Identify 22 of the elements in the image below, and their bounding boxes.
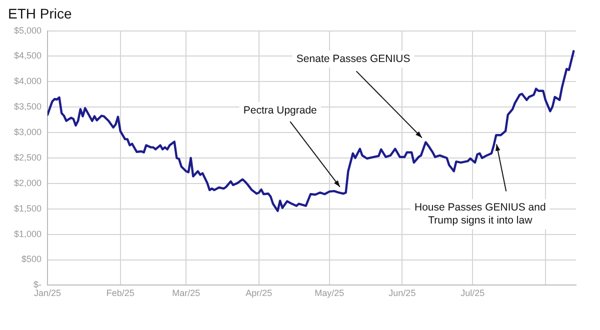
- x-tick-label: Feb/25: [106, 288, 134, 298]
- y-tick-label: $-: [34, 280, 42, 290]
- y-tick-label: $2,000: [14, 178, 42, 188]
- y-tick-label: $2,500: [14, 152, 42, 162]
- y-tick-label: $4,000: [14, 76, 42, 86]
- y-tick-label: $3,500: [14, 102, 42, 112]
- x-tick-label: Apr/25: [246, 288, 272, 298]
- y-tick-label: $500: [21, 254, 42, 264]
- annotation: Pectra Upgrade: [243, 104, 318, 116]
- x-tick-label: Jan/25: [34, 288, 62, 298]
- x-tick-label: May/25: [314, 288, 344, 298]
- x-tick-label: Jul/25: [460, 288, 485, 298]
- y-tick-label: $5,000: [14, 25, 42, 36]
- x-tick-label: Mar/25: [172, 288, 200, 298]
- y-tick-label: $4,500: [14, 50, 42, 61]
- x-tick-label: Jun/25: [388, 288, 416, 298]
- annotation: Senate Passes GENIUS: [296, 53, 410, 66]
- y-tick-label: $1,000: [14, 228, 42, 239]
- annotation: House Passes GENIUS and Trump signs it into law: [414, 202, 546, 227]
- y-tick-label: $3,000: [14, 127, 42, 138]
- y-tick-label: $1,500: [14, 203, 42, 214]
- chart-title: ETH Price: [8, 5, 72, 22]
